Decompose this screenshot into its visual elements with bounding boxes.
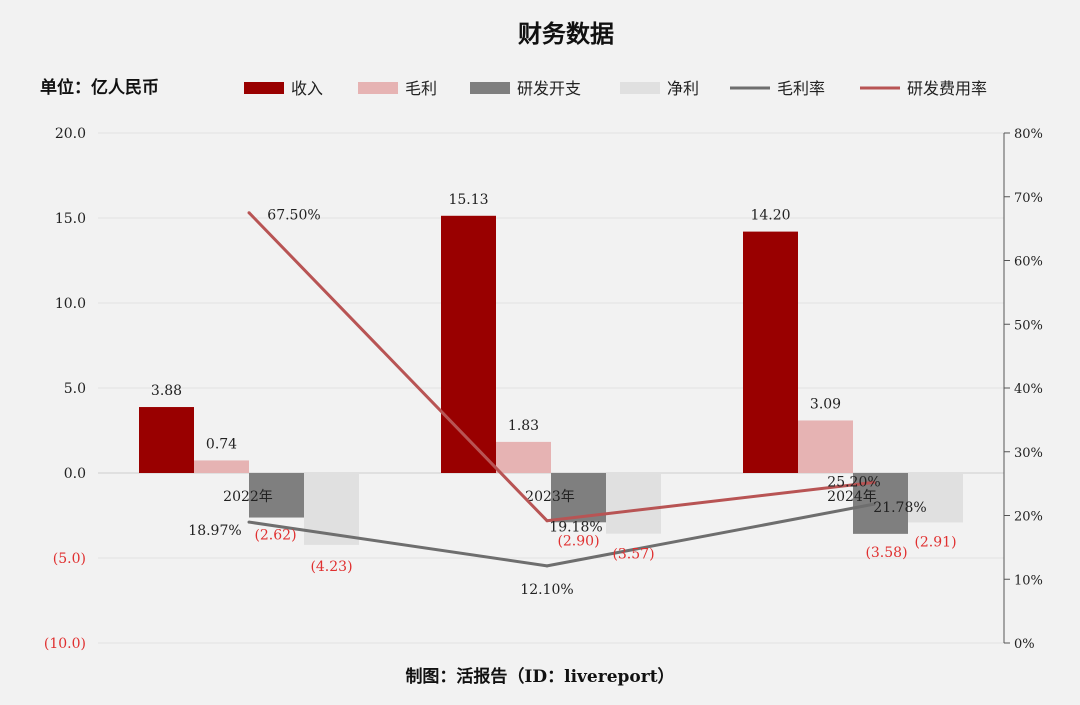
- category-label-layer: 2022年 2023年 2024年: [223, 489, 877, 505]
- data-label: (3.58): [865, 545, 907, 561]
- bar-研发开支: [249, 473, 304, 518]
- bar-净利: [606, 473, 661, 534]
- x-category-label: 2022年: [223, 489, 273, 505]
- legend-label: 净利: [667, 79, 699, 98]
- y-tick-label-left: 15.0: [55, 211, 86, 227]
- point-研发费用率: [872, 480, 876, 484]
- y-tick-label-left: 10.0: [55, 296, 86, 312]
- legend-swatch-毛利: [358, 82, 398, 94]
- bar-净利: [908, 473, 963, 523]
- unit-label: 单位：亿人民币: [40, 77, 159, 98]
- legend-swatch-净利: [620, 82, 660, 94]
- x-category-label: 2024年: [827, 489, 877, 505]
- data-label: 25.20%: [827, 474, 880, 490]
- data-label: (2.62): [254, 528, 296, 544]
- y-tick-label-right: 10%: [1014, 573, 1043, 588]
- y-tick-label-right: 70%: [1014, 191, 1043, 206]
- legend-label: 毛利率: [777, 79, 825, 98]
- data-label: (2.91): [914, 534, 956, 550]
- data-label: 1.83: [508, 418, 539, 434]
- y-tick-label-left: (10.0): [44, 636, 86, 652]
- data-label: 12.10%: [520, 582, 573, 598]
- y-tick-label-right: 0%: [1014, 637, 1035, 652]
- legend-label: 研发开支: [517, 79, 581, 98]
- y-tick-label-right: 50%: [1014, 318, 1043, 333]
- bar-收入: [139, 407, 194, 473]
- y-tick-label-left: 5.0: [64, 381, 86, 397]
- legend-label: 毛利: [405, 79, 437, 98]
- data-label: 18.97%: [188, 523, 241, 539]
- chart-title: 财务数据: [518, 19, 614, 48]
- point-研发费用率: [247, 211, 251, 215]
- point-毛利率: [872, 502, 876, 506]
- y-tick-label-left: (5.0): [53, 551, 86, 567]
- x-category-label: 2023年: [525, 489, 575, 505]
- axis-layer: 20.0 15.0 10.0 5.0 0.0 (5.0) (10.0) 80% 70% 60% 50…: [44, 126, 1043, 652]
- data-label: (4.23): [310, 559, 352, 575]
- data-label: 0.74: [206, 436, 237, 452]
- bar-layer: [139, 215, 963, 545]
- y-tick-label-right: 40%: [1014, 382, 1043, 397]
- data-label: (3.57): [612, 547, 654, 563]
- y-tick-label-right: 20%: [1014, 510, 1043, 525]
- data-label-layer: 3.88 15.13 14.20 0.74 1.83 3.09 (2.62) (2.90) (3…: [151, 192, 957, 598]
- y-tick-label-right: 80%: [1014, 127, 1043, 142]
- legend-swatch-收入: [244, 82, 284, 94]
- data-label: 67.50%: [267, 208, 320, 224]
- data-label: 3.09: [810, 396, 841, 412]
- legend-swatch-研发开支: [470, 82, 510, 94]
- bar-毛利: [798, 420, 853, 473]
- point-毛利率: [247, 520, 251, 524]
- data-label: (2.90): [557, 533, 599, 549]
- bar-收入: [441, 215, 496, 474]
- source-caption: 制图：活报告（ID：livereport）: [405, 666, 674, 687]
- legend-label: 研发费用率: [907, 79, 987, 98]
- point-毛利率: [545, 564, 549, 568]
- data-label: 3.88: [151, 383, 182, 399]
- data-label: 14.20: [750, 208, 790, 224]
- legend: 收入 毛利 研发开支 净利 毛利率 研发费用率: [244, 79, 987, 98]
- bar-毛利: [496, 441, 551, 473]
- legend-label: 收入: [291, 79, 323, 98]
- bar-收入: [743, 231, 798, 473]
- bar-毛利: [194, 460, 249, 473]
- data-label: 19.18%: [549, 520, 602, 536]
- y-tick-label-left: 20.0: [55, 126, 86, 142]
- y-tick-label-right: 30%: [1014, 446, 1043, 461]
- point-研发费用率: [545, 519, 549, 523]
- y-tick-label-right: 60%: [1014, 255, 1043, 270]
- line-layer: [247, 211, 876, 568]
- y-tick-label-left: 0.0: [64, 466, 86, 482]
- data-label: 21.78%: [873, 500, 926, 516]
- data-label: 15.13: [448, 192, 488, 208]
